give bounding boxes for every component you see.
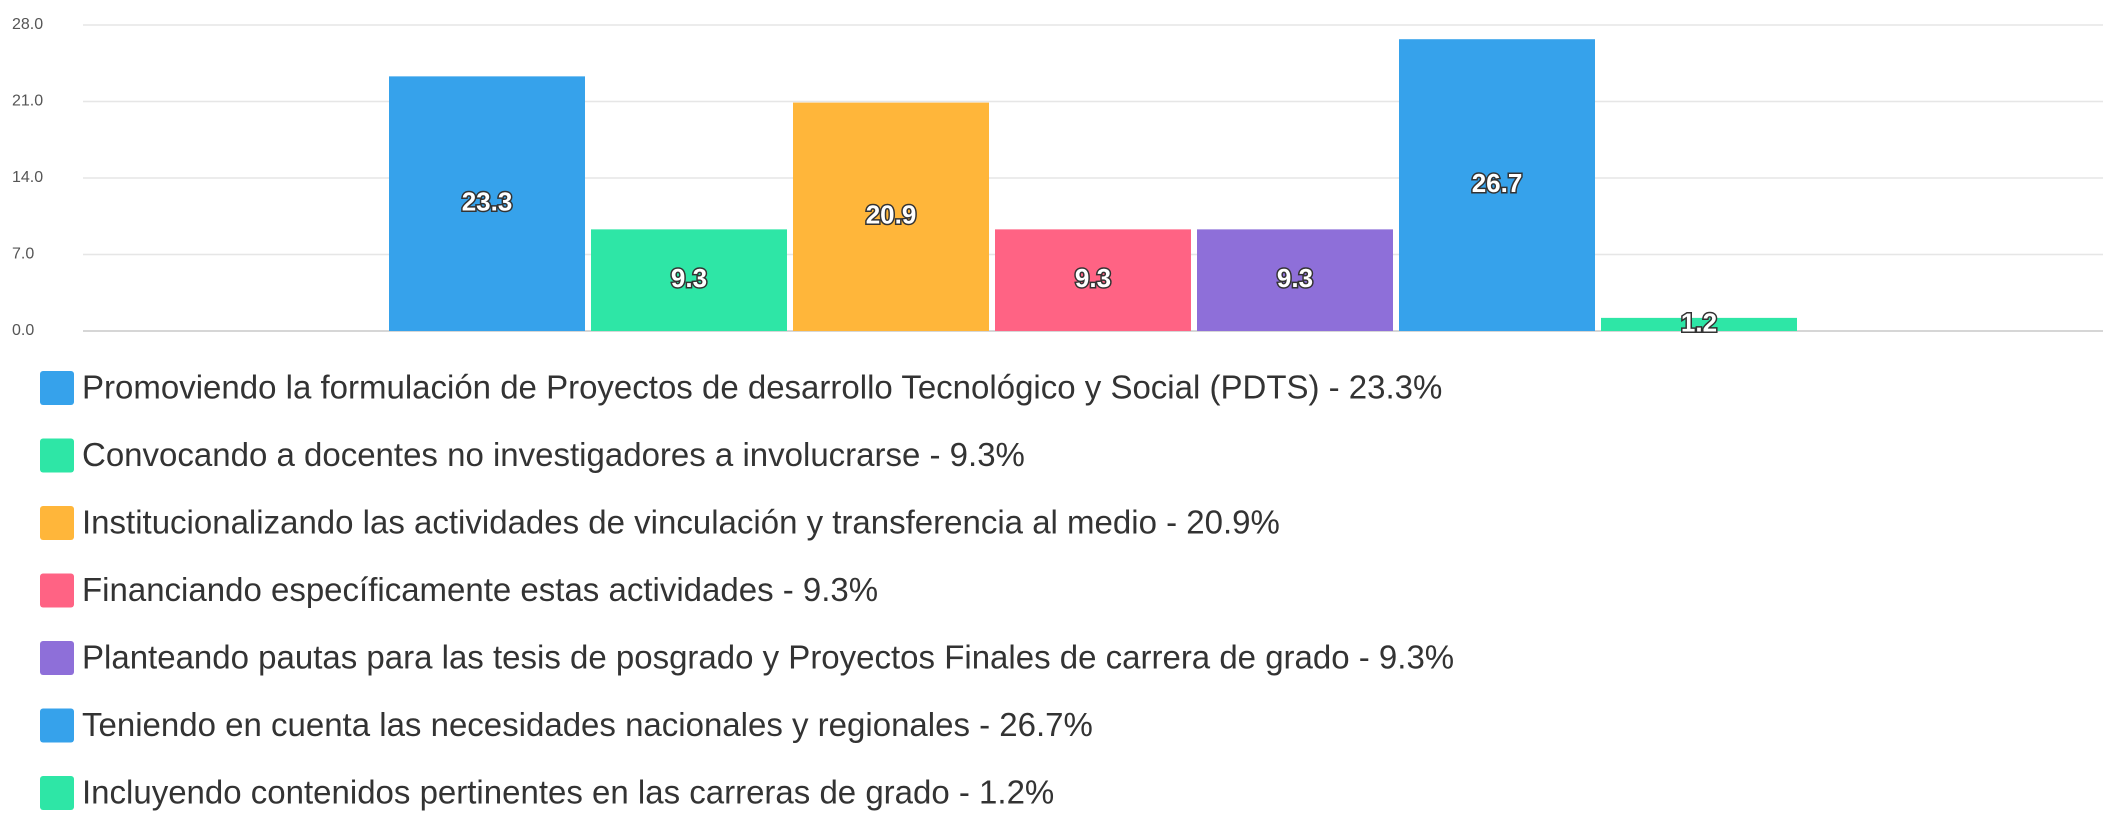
legend-swatch — [40, 506, 74, 540]
legend-label: Teniendo en cuenta las necesidades nacio… — [82, 706, 1093, 743]
y-tick-label: 7.0 — [12, 246, 34, 263]
bar — [1197, 229, 1393, 331]
legend-label: Promoviendo la formulación de Proyectos … — [82, 369, 1442, 406]
data-label: 9.3 — [671, 263, 707, 293]
bar — [1399, 39, 1595, 331]
data-label: 23.3 — [462, 187, 513, 217]
y-tick-label: 21.0 — [12, 93, 43, 110]
legend-swatch — [40, 573, 74, 608]
y-tick-label: 14.0 — [12, 169, 43, 186]
legend-label: Financiando específicamente estas activi… — [82, 571, 878, 608]
legend-swatch — [40, 438, 74, 473]
legend-label: Institucionalizando las actividades de v… — [82, 504, 1280, 541]
legend-label: Convocando a docentes no investigadores … — [82, 436, 1025, 473]
bar — [995, 229, 1191, 331]
legend-swatch — [40, 776, 74, 810]
legend-swatch — [40, 641, 74, 675]
data-label: 1.2 — [1681, 307, 1717, 337]
data-label: 20.9 — [866, 200, 917, 230]
y-tick-label: 0.0 — [12, 322, 34, 339]
bar — [1601, 317, 1797, 331]
legend-label: Incluyendo contenidos pertinentes en las… — [82, 774, 1054, 811]
legend-label: Planteando pautas para las tesis de posg… — [82, 639, 1454, 676]
legend-swatch — [40, 708, 74, 743]
y-tick-label: 28.0 — [12, 16, 43, 33]
data-label: 26.7 — [1472, 168, 1523, 198]
data-label: 9.3 — [1277, 263, 1313, 293]
bar — [591, 229, 787, 331]
data-label: 9.3 — [1075, 263, 1111, 293]
bar — [389, 76, 585, 331]
legend-swatch — [40, 371, 74, 405]
bar — [793, 102, 989, 331]
